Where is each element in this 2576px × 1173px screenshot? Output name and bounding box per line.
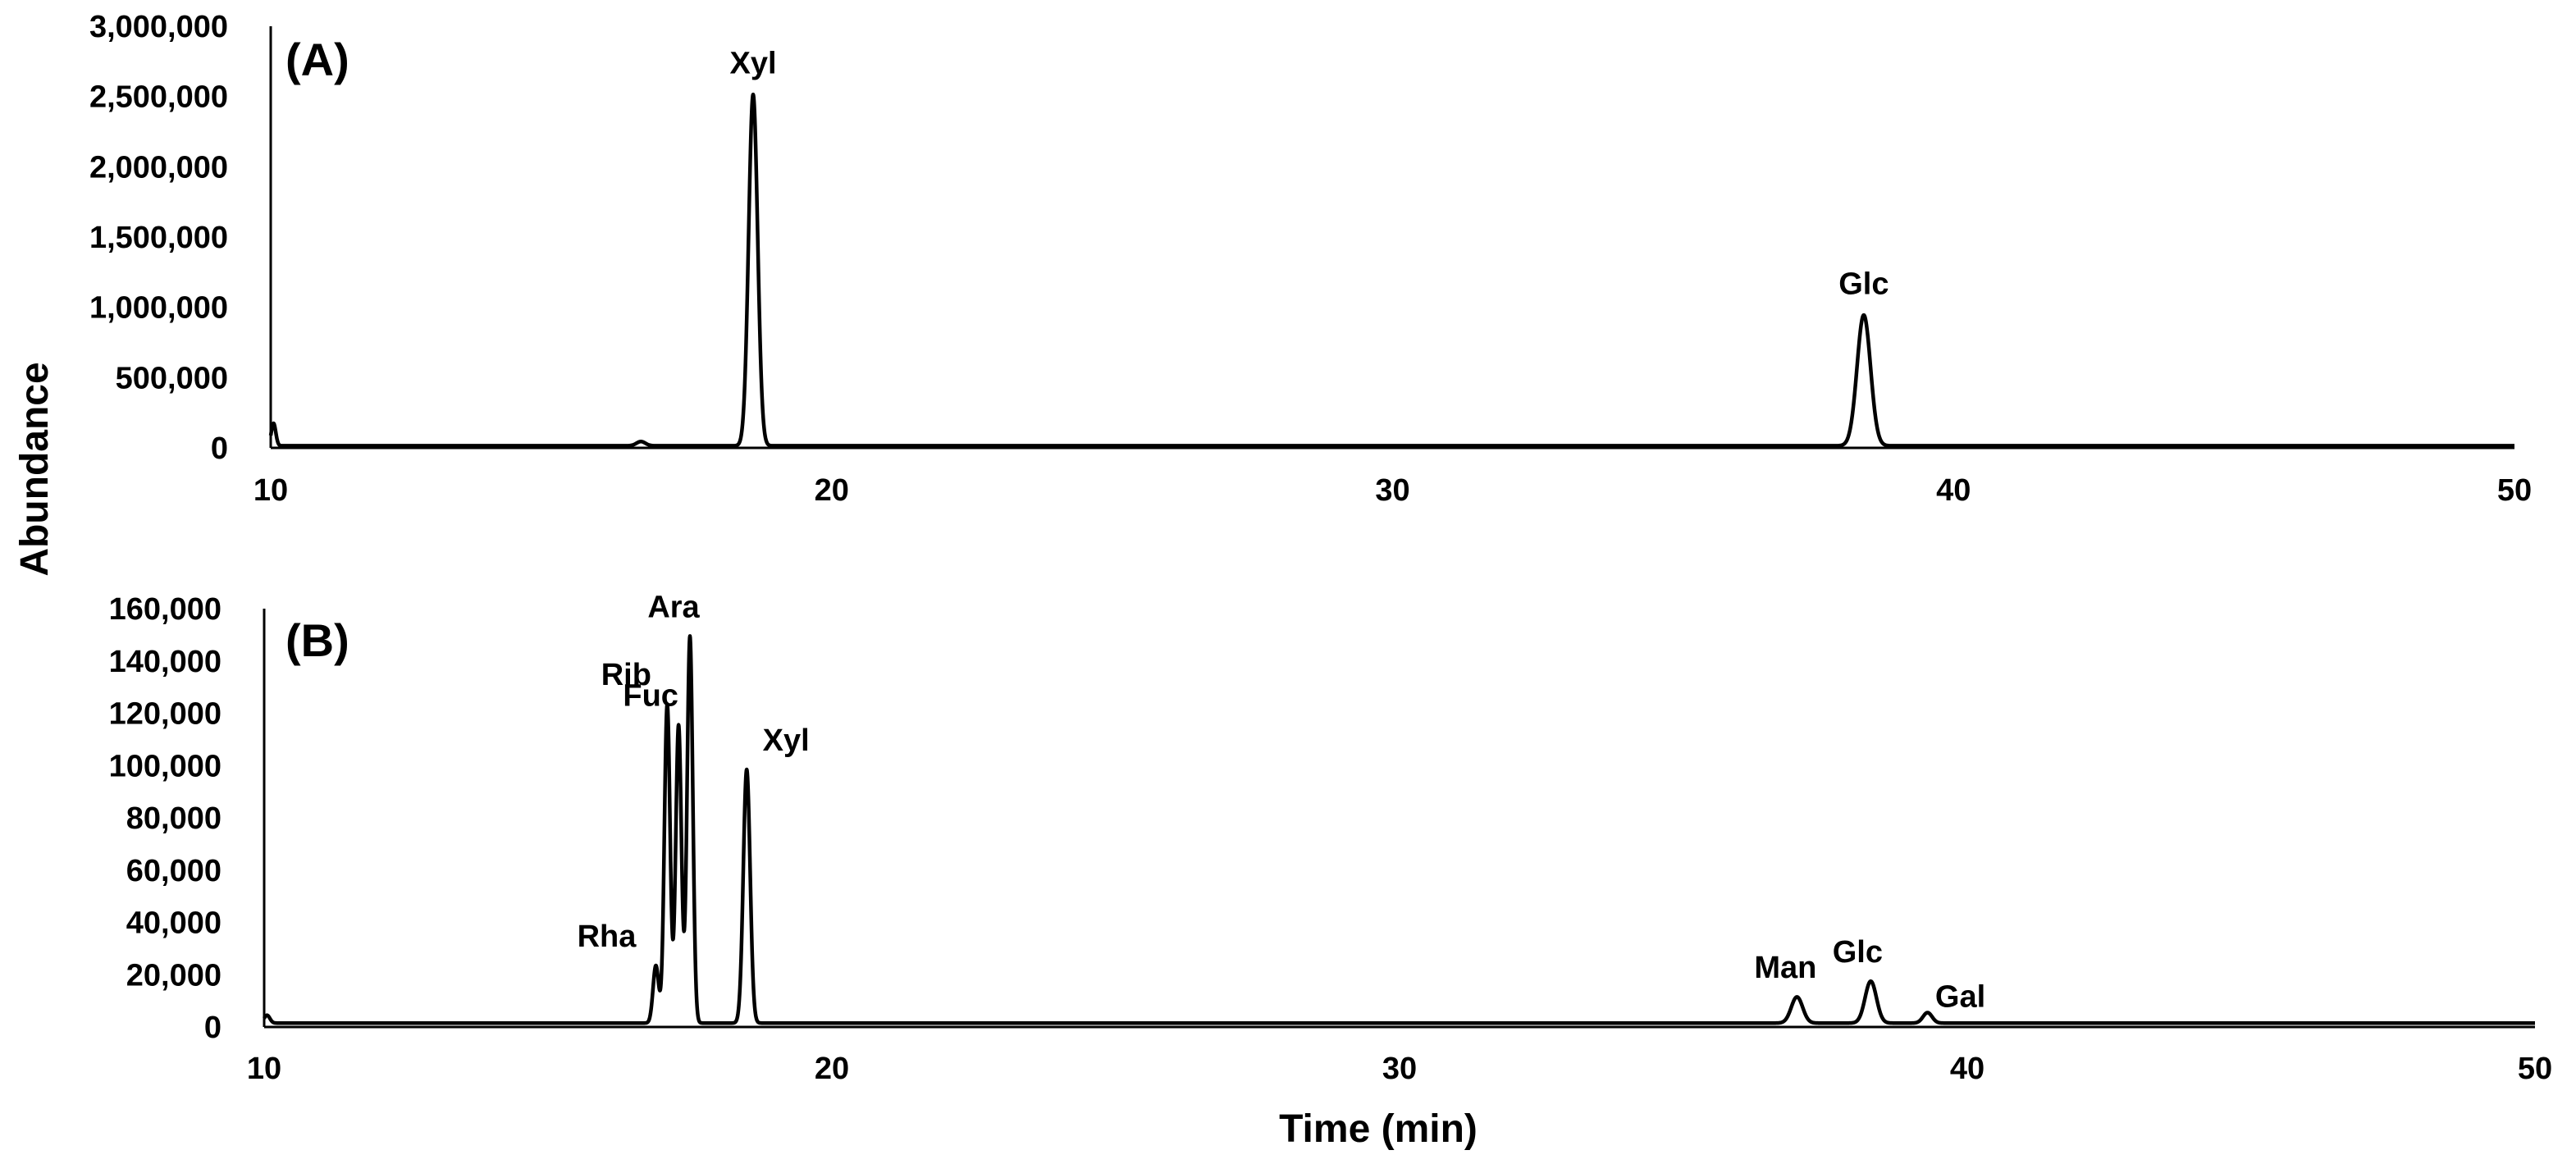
y-tick-label: 80,000 xyxy=(126,801,222,836)
panel-b: 0 20,000 40,000 60,000 80,000 100,000 120,000 1… xyxy=(109,590,2553,1086)
x-tick-label: 20 xyxy=(815,473,849,508)
peak-label-fuc: Fuc xyxy=(623,679,678,714)
panel-label: (B) xyxy=(285,614,349,666)
y-tick-label: 2,500,000 xyxy=(89,80,228,115)
peak-label-rib: Rib xyxy=(601,658,651,692)
x-tick-label: 30 xyxy=(1382,1052,1417,1086)
peak-label-xyl: Xyl xyxy=(763,723,810,758)
y-tick-label: 2,000,000 xyxy=(89,150,228,185)
y-axis-title: Abundance xyxy=(13,362,57,576)
y-tick-label: 1,500,000 xyxy=(89,221,228,255)
y-tick-label: 500,000 xyxy=(116,361,228,395)
peak-label-man: Man xyxy=(1754,951,1816,985)
peak-label-gal: Gal xyxy=(1935,979,1985,1014)
x-tick-label: 50 xyxy=(2497,473,2532,508)
y-tick-label: 0 xyxy=(211,431,228,466)
peak-label-xyl: Xyl xyxy=(730,47,777,81)
x-tick-label: 50 xyxy=(2518,1052,2552,1086)
panel-label: (A) xyxy=(285,34,349,85)
y-tick-label: 120,000 xyxy=(109,697,222,732)
y-tick-label: 160,000 xyxy=(109,592,222,627)
y-tick-label: 20,000 xyxy=(126,958,222,993)
chromatogram-trace xyxy=(263,634,2537,1025)
x-tick-label: 40 xyxy=(1950,1052,1985,1086)
y-tick-label: 3,000,000 xyxy=(89,10,228,44)
peak-label-rha: Rha xyxy=(578,920,637,954)
peak-label-glc: Glc xyxy=(1838,267,1889,302)
y-tick-label: 100,000 xyxy=(109,749,222,783)
y-tick-label: 140,000 xyxy=(109,645,222,679)
x-tick-label: 30 xyxy=(1375,473,1409,508)
x-tick-label: 10 xyxy=(247,1052,281,1086)
y-tick-label: 1,000,000 xyxy=(89,291,228,326)
x-axis-title: Time (min) xyxy=(1279,1107,1478,1151)
y-tick-label: 0 xyxy=(204,1011,222,1045)
panel-a: 0 500,000 1,000,000 1,500,000 2,000,000 2,500… xyxy=(89,10,2532,508)
chromatogram-trace xyxy=(268,92,2516,448)
x-tick-label: 40 xyxy=(1936,473,1971,508)
peak-label-ara: Ara xyxy=(647,590,700,624)
x-tick-label: 20 xyxy=(815,1052,849,1086)
y-tick-label: 60,000 xyxy=(126,854,222,888)
x-tick-label: 10 xyxy=(253,473,288,508)
y-tick-label: 40,000 xyxy=(126,906,222,941)
peak-label-glc: Glc xyxy=(1833,935,1883,970)
